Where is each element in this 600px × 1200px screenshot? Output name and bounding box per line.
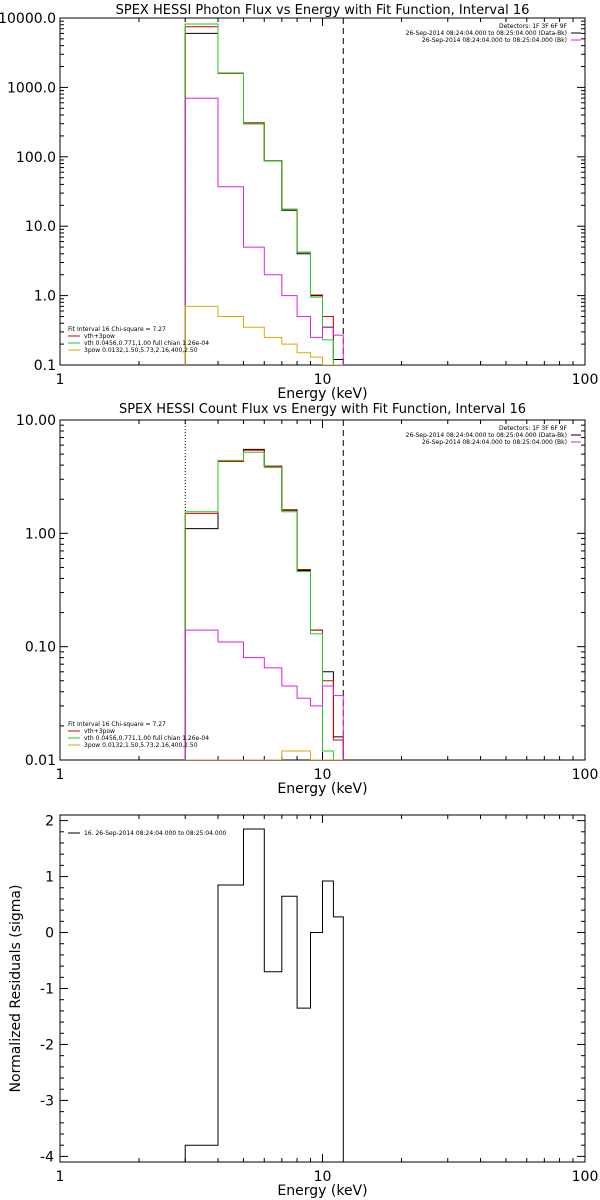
- legend-left: Fit Interval 16 Chi-square = 7.27vth+3po…: [68, 721, 209, 749]
- y-tick-label: 1000.0: [7, 80, 56, 96]
- legend-right-entry: 26-Sep-2014 08:24:04.000 to 08:25:04.000…: [422, 37, 567, 44]
- y-tick-label: -1: [40, 982, 54, 998]
- series-vth-3pow: [184, 26, 344, 365]
- x-tick-label: 100: [572, 372, 599, 388]
- x-tick-label: 100: [572, 1169, 599, 1185]
- legend-left-entry: vth 0.0456,0.771,1.00 full chian 1.26e-0…: [84, 340, 209, 347]
- series-bk: [184, 629, 344, 760]
- y-tick-label: 0: [45, 926, 54, 942]
- y-tick-label: 100.0: [16, 150, 56, 166]
- legend-left-entry: vth 0.0456,0.771,1.00 full chian 1.26e-0…: [84, 735, 209, 742]
- series-bk: [184, 97, 344, 365]
- x-axis: 1 10 100: [56, 18, 599, 388]
- y-tick-label: 2: [45, 814, 54, 830]
- chart-title: SPEX HESSI Photon Flux vs Energy with Fi…: [116, 3, 530, 18]
- y-tick-label: 0.01: [25, 753, 56, 769]
- y-axis-title: Normalized Residuals (sigma): [8, 885, 24, 1093]
- panel-2: SPEX HESSI Count Flux vs Energy with Fit…: [16, 402, 598, 797]
- series-group: [184, 448, 344, 760]
- y-axis: 0.01 0.10 1.00 10.00: [16, 413, 585, 769]
- series-3pow: [185, 750, 344, 760]
- x-tick-label: 1: [56, 1169, 65, 1185]
- y-axis: 0.1 1.0 10.0 100.0 1000.0 10000.0: [0, 11, 585, 374]
- x-axis-title: Energy (keV): [277, 781, 367, 797]
- plot-frame: [59, 814, 586, 1163]
- y-tick-label: 10.00: [16, 413, 56, 429]
- series-data-bk: [184, 448, 344, 760]
- x-tick-label: 100: [572, 767, 599, 783]
- y-tick-label: 1: [45, 870, 54, 886]
- legend-left: 16. 26-Sep-2014 08:24:04.000 to 08:25:04…: [68, 830, 227, 837]
- legend-right-entry: Detectors: 1F 3F 6F 9F: [499, 23, 568, 30]
- series-vth: [184, 451, 344, 760]
- y-tick-label: 10000.0: [0, 11, 56, 27]
- series-vth-3pow: [184, 449, 344, 760]
- x-axis-title: Energy (keV): [277, 386, 367, 402]
- legend-right-entry: 26-Sep-2014 08:24:04.000 to 08:25:04.000…: [406, 30, 567, 37]
- y-tick-label: -3: [40, 1093, 54, 1109]
- legend-left-entry: Fit Interval 16 Chi-square = 7.27: [68, 721, 166, 728]
- legend-left: Fit Interval 16 Chi-square = 7.27vth+3po…: [68, 326, 209, 354]
- series-residuals: [184, 828, 344, 1162]
- legend-left-entry: 3pow 0.0132,1.50,5.73,2.16,400,2.50: [84, 347, 198, 354]
- series-3pow: [184, 305, 344, 365]
- series-group: [184, 828, 344, 1162]
- y-axis: -4 -3 -2 -1 0 1 2: [40, 814, 585, 1165]
- y-tick-label: -4: [40, 1149, 54, 1165]
- x-axis: 1 10 100: [56, 420, 599, 783]
- x-axis-title: Energy (keV): [277, 1183, 367, 1199]
- series-vth: [184, 23, 344, 365]
- legend-left-entry: 3pow 0.0132,1.50,5.73,2.16,400,2.50: [84, 742, 198, 749]
- panel-1: SPEX HESSI Photon Flux vs Energy with Fi…: [0, 3, 598, 402]
- y-tick-label: 0.10: [25, 640, 56, 656]
- x-tick-label: 1: [56, 372, 65, 388]
- legend-left-entry: Fit Interval 16 Chi-square = 7.27: [68, 326, 166, 333]
- y-tick-label: 10.0: [25, 219, 56, 235]
- y-tick-label: 1.00: [25, 526, 56, 542]
- legend-left-entry: vth+3pow: [84, 333, 115, 340]
- panel-3: 1 10 100 Energy (keV) -4 -3 -2 -1 0 1 2 Normalized …: [8, 814, 598, 1199]
- series-data-bk: [184, 32, 344, 365]
- x-tick-label: 10: [314, 767, 332, 783]
- y-tick-label: -2: [40, 1037, 54, 1053]
- legend-left-entry: 16. 26-Sep-2014 08:24:04.000 to 08:25:04…: [84, 830, 227, 837]
- legend-right-entry: 26-Sep-2014 08:24:04.000 to 08:25:04.000…: [406, 432, 567, 439]
- legend-right-entry: Detectors: 1F 3F 6F 9F: [499, 425, 568, 432]
- chart-title: SPEX HESSI Count Flux vs Energy with Fit…: [119, 402, 526, 417]
- x-tick-label: 10: [314, 372, 332, 388]
- legend-left-entry: vth+3pow: [84, 728, 115, 735]
- x-axis: 1 10 100: [56, 815, 599, 1185]
- series-group: [184, 23, 344, 365]
- legend-right-entry: 26-Sep-2014 08:24:04.000 to 08:25:04.000…: [422, 439, 567, 446]
- x-tick-label: 10: [314, 1169, 332, 1185]
- y-tick-label: 1.0: [34, 289, 56, 305]
- y-tick-label: 0.1: [34, 358, 56, 374]
- x-tick-label: 1: [56, 767, 65, 783]
